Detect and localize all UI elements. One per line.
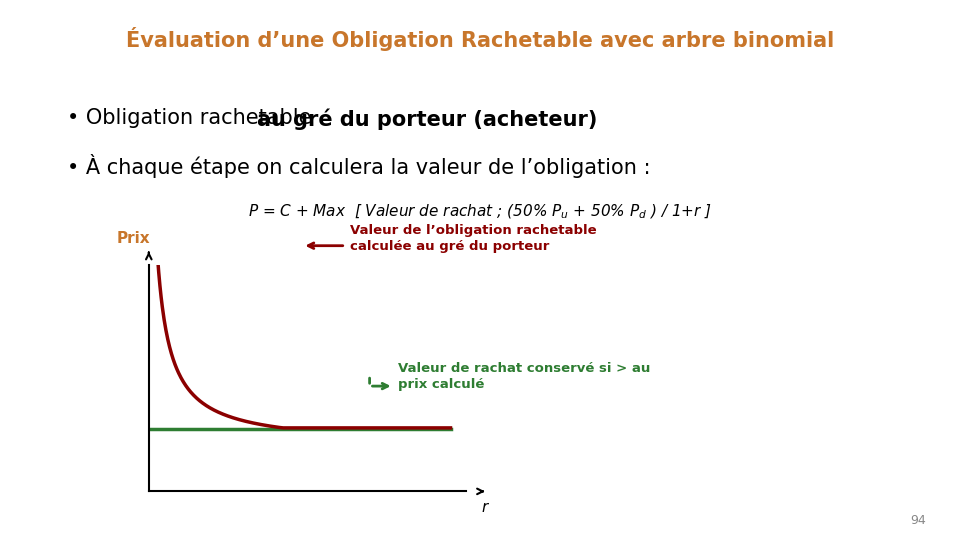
Text: calculée au gré du porteur: calculée au gré du porteur bbox=[350, 240, 550, 253]
Text: • À chaque étape on calculera la valeur de l’obligation :: • À chaque étape on calculera la valeur … bbox=[67, 154, 651, 178]
Text: Valeur de rachat conservé si > au: Valeur de rachat conservé si > au bbox=[398, 362, 651, 375]
Text: 94: 94 bbox=[911, 514, 926, 526]
Text: P = C + Max  [ Valeur de rachat ; (50% $P_u$ + 50% $P_d$ ) / 1+r ]: P = C + Max [ Valeur de rachat ; (50% $P… bbox=[248, 202, 712, 221]
Text: Évaluation d’une Obligation Rachetable avec arbre binomial: Évaluation d’une Obligation Rachetable a… bbox=[126, 27, 834, 51]
Text: Valeur de l’obligation rachetable: Valeur de l’obligation rachetable bbox=[350, 224, 597, 237]
Text: prix calculé: prix calculé bbox=[398, 378, 485, 391]
Text: Prix: Prix bbox=[116, 232, 150, 246]
Text: au gré du porteur (acheteur): au gré du porteur (acheteur) bbox=[257, 108, 598, 130]
Text: r: r bbox=[482, 501, 488, 516]
Text: • Obligation rachetable: • Obligation rachetable bbox=[67, 108, 319, 128]
